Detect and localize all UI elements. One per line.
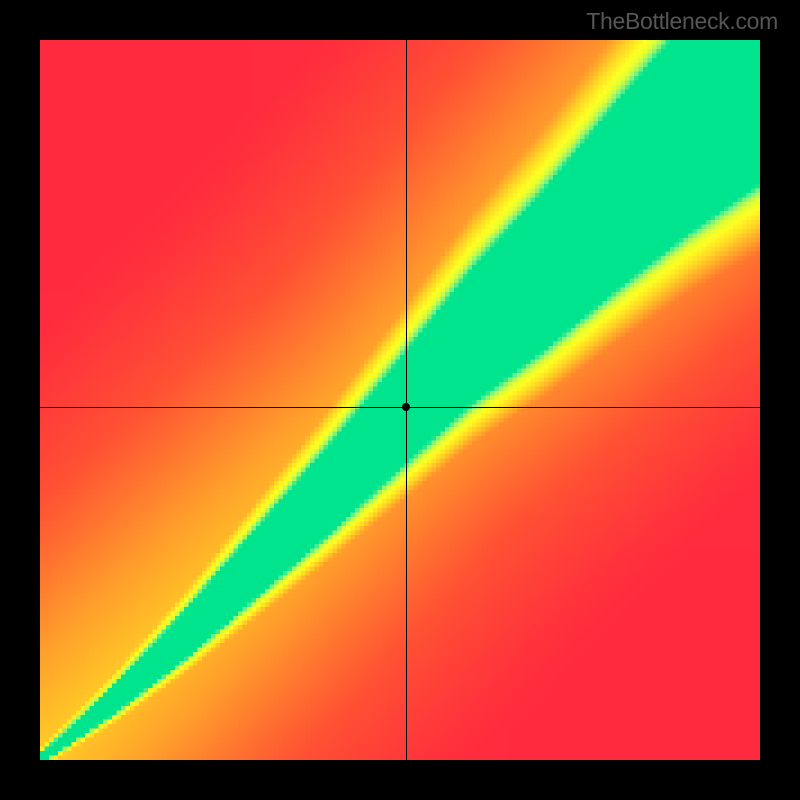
watermark-text: TheBottleneck.com [586, 8, 778, 35]
crosshair-horizontal [40, 407, 760, 408]
heatmap-plot [40, 40, 760, 760]
crosshair-vertical [406, 40, 407, 760]
crosshair-marker [402, 403, 410, 411]
heatmap-canvas [40, 40, 760, 760]
